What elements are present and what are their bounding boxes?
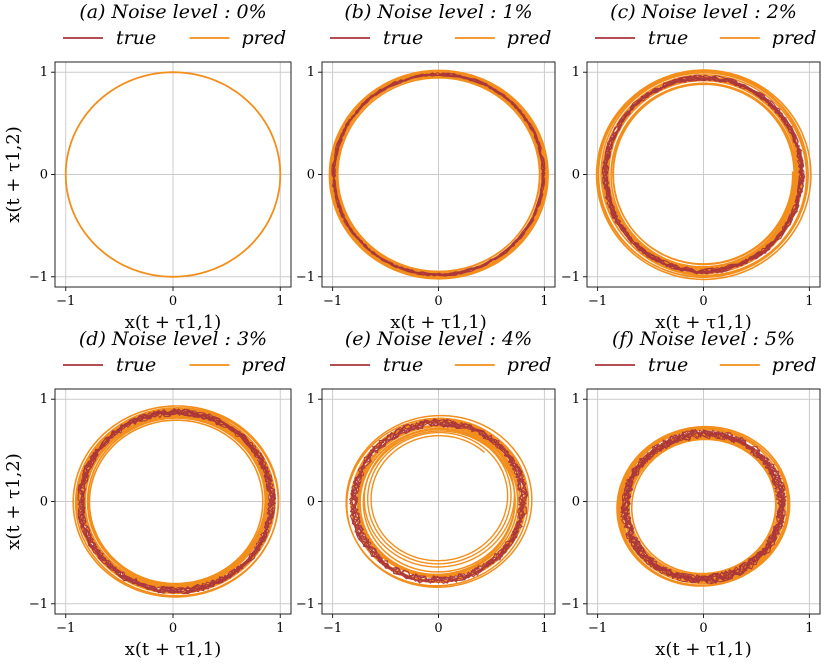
plot-area <box>345 414 533 588</box>
y-tick-label: 0 <box>40 495 48 510</box>
series-true-line <box>331 72 546 277</box>
legend-pred-label: pred <box>772 354 817 376</box>
plot-area <box>72 405 280 598</box>
y-tick-label: 0 <box>307 168 315 183</box>
series-pred-spiral <box>363 428 516 568</box>
y-axis-label: x(t + τ1,2) <box>3 453 24 550</box>
y-tick-label: −1 <box>296 597 315 612</box>
y-tick-label: −1 <box>561 597 580 612</box>
subplot-a: −1 0 1 −1 0 1 (a) Noise level : 0% true pred x(t … <box>3 1 292 333</box>
x-axis-label: x(t + τ1,1) <box>655 312 752 333</box>
plot-area <box>328 69 549 280</box>
subplot-f: −1 0 1 −1 0 1 (f) Noise level : 5% true pred x(t … <box>561 328 821 660</box>
legend-true-label: true <box>383 354 423 376</box>
x-tick-label: 1 <box>540 294 548 309</box>
y-tick-label: 1 <box>40 392 48 407</box>
subplot-title: (c) Noise level : 2% <box>610 1 797 23</box>
legend-pred-label: pred <box>242 354 287 376</box>
series-true-line <box>349 418 528 584</box>
y-tick-label: 1 <box>572 392 580 407</box>
x-tick-label: 1 <box>276 621 284 636</box>
x-tick-label: −1 <box>588 621 607 636</box>
x-tick-label: 1 <box>540 621 548 636</box>
plot-area <box>64 71 282 278</box>
x-axis-label: x(t + τ1,1) <box>390 312 487 333</box>
x-tick-label: 0 <box>699 294 707 309</box>
y-tick-label: 0 <box>572 495 580 510</box>
legend: true pred <box>595 354 816 376</box>
legend: true pred <box>63 354 286 376</box>
x-tick-label: 0 <box>169 621 177 636</box>
subplot-b: −1 0 1 −1 0 1 (b) Noise level : 1% true pred x(t … <box>296 1 556 333</box>
x-axis-label: x(t + τ1,1) <box>125 639 222 660</box>
x-tick-label: 1 <box>276 294 284 309</box>
plot-area <box>595 69 812 281</box>
y-tick-label: 1 <box>572 65 580 80</box>
legend-pred-label: pred <box>507 354 552 376</box>
legend-true-label: true <box>116 354 156 376</box>
subplot-title: (f) Noise level : 5% <box>612 328 795 350</box>
x-tick-label: 0 <box>699 621 707 636</box>
y-tick-label: 0 <box>40 168 48 183</box>
y-tick-label: 1 <box>40 65 48 80</box>
legend-pred-label: pred <box>242 27 287 49</box>
legend-true-label: true <box>648 354 688 376</box>
series-pred-line <box>64 71 282 278</box>
x-tick-label: −1 <box>323 621 342 636</box>
y-tick-label: 0 <box>307 495 315 510</box>
legend-true-label: true <box>116 27 156 49</box>
y-tick-label: 0 <box>572 168 580 183</box>
legend-true-label: true <box>383 27 423 49</box>
x-tick-label: −1 <box>56 621 75 636</box>
y-tick-label: −1 <box>29 597 48 612</box>
legend-pred-label: pred <box>507 27 552 49</box>
y-axis-label: x(t + τ1,2) <box>3 126 24 223</box>
y-tick-label: −1 <box>29 270 48 285</box>
legend: true pred <box>330 27 551 49</box>
y-tick-label: 1 <box>307 65 315 80</box>
legend-true-label: true <box>648 27 688 49</box>
legend: true pred <box>330 354 551 376</box>
subplot-c: −1 0 1 −1 0 1 (c) Noise level : 2% true pred x(t … <box>561 1 821 333</box>
x-tick-label: 0 <box>434 294 442 309</box>
y-tick-label: 1 <box>307 392 315 407</box>
x-tick-label: 0 <box>169 294 177 309</box>
legend-pred-label: pred <box>772 27 817 49</box>
series-true-line <box>77 408 277 595</box>
y-tick-label: −1 <box>296 270 315 285</box>
x-tick-label: −1 <box>323 294 342 309</box>
subplot-e: −1 0 1 −1 0 1 (e) Noise level : 4% true pred <box>296 328 556 636</box>
x-tick-label: −1 <box>56 294 75 309</box>
x-tick-label: 0 <box>434 621 442 636</box>
legend: true pred <box>595 27 816 49</box>
plot-area <box>616 425 791 587</box>
x-tick-label: 1 <box>805 294 813 309</box>
series-true-line <box>620 429 787 585</box>
y-tick-label: −1 <box>561 270 580 285</box>
legend: true pred <box>63 27 286 49</box>
x-axis-label: x(t + τ1,1) <box>655 639 752 660</box>
x-tick-label: 1 <box>805 621 813 636</box>
x-tick-label: −1 <box>588 294 607 309</box>
subplot-d: −1 0 1 −1 0 1 (d) Noise level : 3% true pred x(t … <box>3 328 292 660</box>
subplot-title: (b) Noise level : 1% <box>344 1 532 23</box>
x-axis-label: x(t + τ1,1) <box>125 312 222 333</box>
series-true-line <box>601 74 806 275</box>
subplot-title: (d) Noise level : 3% <box>79 328 267 350</box>
subplot-title: (e) Noise level : 4% <box>345 328 532 350</box>
subplot-title: (a) Noise level : 0% <box>79 1 266 23</box>
